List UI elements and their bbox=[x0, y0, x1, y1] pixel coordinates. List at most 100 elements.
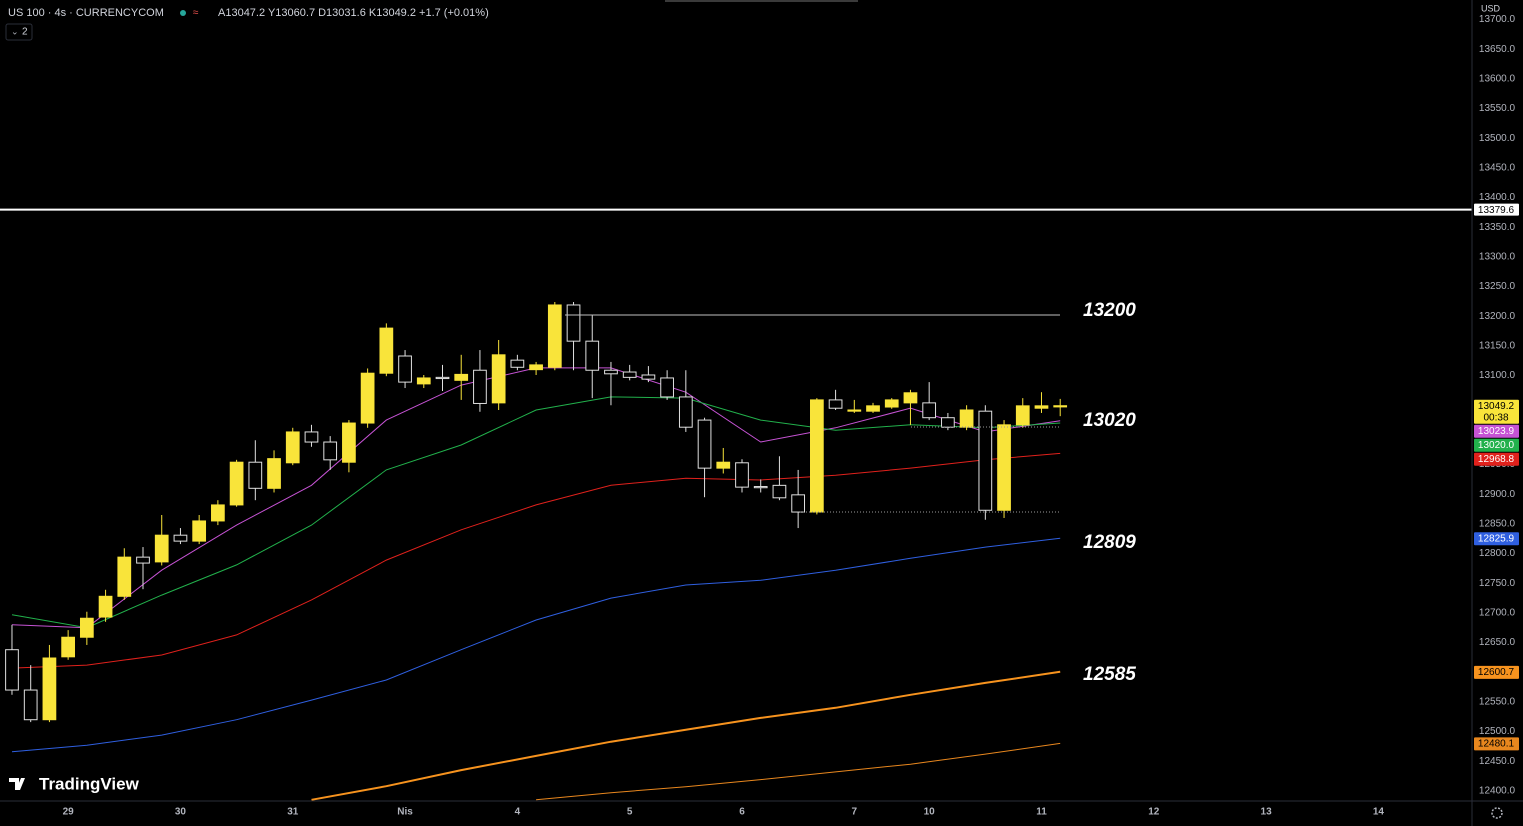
top-handle bbox=[665, 0, 858, 2]
price-label: 13049.2 bbox=[1478, 401, 1515, 412]
candle bbox=[267, 450, 281, 493]
candle bbox=[735, 459, 749, 493]
candle bbox=[660, 370, 674, 400]
x-tick-label: 11 bbox=[1036, 807, 1047, 818]
candle bbox=[491, 339, 506, 410]
x-tick-label: 4 bbox=[515, 807, 521, 818]
x-tick-label: Nis bbox=[397, 807, 413, 818]
x-tick-label: 12 bbox=[1148, 807, 1160, 818]
status-icon: ≈ bbox=[193, 8, 199, 19]
candle-body bbox=[61, 636, 75, 658]
candle-body bbox=[547, 304, 562, 368]
y-tick-label: 13550.0 bbox=[1479, 103, 1516, 114]
status-dot bbox=[180, 10, 186, 16]
logo-mark bbox=[9, 778, 25, 790]
candle bbox=[435, 364, 450, 392]
candle bbox=[5, 624, 19, 695]
candle-body bbox=[285, 431, 300, 464]
y-tick-label: 13400.0 bbox=[1479, 192, 1516, 203]
candle bbox=[772, 456, 787, 501]
y-tick-label: 12750.0 bbox=[1479, 578, 1516, 589]
y-tick-label: 12900.0 bbox=[1479, 489, 1516, 500]
candle-body bbox=[809, 399, 824, 513]
candle bbox=[697, 417, 712, 498]
x-tick-label: 7 bbox=[852, 807, 858, 818]
moving-average bbox=[11, 537, 1061, 753]
y-tick-label: 12700.0 bbox=[1479, 608, 1516, 619]
annotation: 12585 bbox=[1083, 664, 1136, 685]
candle-body bbox=[735, 462, 749, 488]
candle bbox=[173, 528, 188, 545]
candle bbox=[997, 420, 1011, 518]
y-tick-label: 13650.0 bbox=[1479, 44, 1516, 55]
price-label: 12968.8 bbox=[1478, 454, 1515, 465]
candle-body bbox=[884, 399, 899, 408]
candle-body bbox=[454, 373, 469, 381]
indicator-toggle[interactable] bbox=[5, 23, 33, 41]
candle-body bbox=[248, 461, 263, 489]
y-tick-label: 12800.0 bbox=[1479, 548, 1516, 559]
candle bbox=[1015, 398, 1030, 428]
candle-body bbox=[304, 431, 319, 443]
candle bbox=[903, 389, 918, 425]
candle bbox=[98, 589, 113, 622]
price-label: 13023.9 bbox=[1478, 426, 1515, 437]
candle bbox=[566, 302, 581, 371]
y-tick-label: 12450.0 bbox=[1479, 756, 1516, 767]
currency[interactable]: USD bbox=[1481, 3, 1501, 13]
candle-body bbox=[903, 392, 918, 404]
candle bbox=[510, 354, 525, 371]
chevron: ⌄ bbox=[11, 26, 19, 36]
candle bbox=[136, 547, 150, 590]
candle bbox=[753, 479, 768, 493]
y-tick-label: 13600.0 bbox=[1479, 74, 1516, 85]
plot-area bbox=[0, 208, 1472, 801]
candle bbox=[23, 665, 38, 723]
price-label-box bbox=[1474, 532, 1519, 546]
candle-body bbox=[622, 371, 637, 378]
candle bbox=[360, 368, 375, 428]
candle-body bbox=[42, 657, 57, 721]
candle-body bbox=[435, 376, 450, 380]
candle bbox=[622, 364, 637, 381]
candle-body bbox=[23, 689, 38, 721]
candle-body bbox=[98, 595, 113, 618]
candle-body bbox=[192, 520, 207, 542]
candle bbox=[978, 405, 993, 520]
moving-average bbox=[536, 742, 1061, 801]
x-tick-label: 29 bbox=[63, 807, 75, 818]
moving-average bbox=[11, 452, 1061, 669]
candle bbox=[1034, 392, 1049, 413]
price-label: 12825.9 bbox=[1478, 533, 1515, 544]
price-label: 12480.1 bbox=[1478, 739, 1515, 750]
x-tick-label: 30 bbox=[175, 807, 187, 818]
candle bbox=[791, 469, 806, 529]
candle-body bbox=[416, 377, 431, 385]
candle bbox=[211, 500, 225, 526]
annotation: 13200 bbox=[1083, 300, 1136, 321]
candle-body bbox=[753, 486, 768, 489]
candle bbox=[641, 366, 656, 383]
candle bbox=[678, 370, 693, 432]
moving-average bbox=[311, 670, 1061, 801]
candle bbox=[716, 447, 731, 474]
y-tick-label: 13250.0 bbox=[1479, 281, 1516, 292]
annotation: 12809 bbox=[1083, 532, 1136, 553]
candle bbox=[285, 427, 300, 466]
y-tick-label: 13150.0 bbox=[1479, 341, 1516, 352]
candle-body bbox=[716, 461, 731, 469]
candle-body bbox=[529, 364, 543, 371]
candle-body bbox=[604, 369, 618, 375]
price-label-box bbox=[1474, 424, 1519, 438]
candle-body bbox=[997, 424, 1011, 511]
candle bbox=[42, 644, 57, 723]
candle bbox=[604, 361, 618, 406]
candle-body bbox=[5, 649, 19, 691]
candle bbox=[884, 398, 899, 409]
price-label: 12600.7 bbox=[1478, 667, 1515, 678]
settings-button[interactable] bbox=[1491, 807, 1503, 819]
y-tick-label: 12650.0 bbox=[1479, 637, 1516, 648]
price-label-box bbox=[1474, 438, 1519, 452]
y-tick-label: 12500.0 bbox=[1479, 726, 1516, 737]
